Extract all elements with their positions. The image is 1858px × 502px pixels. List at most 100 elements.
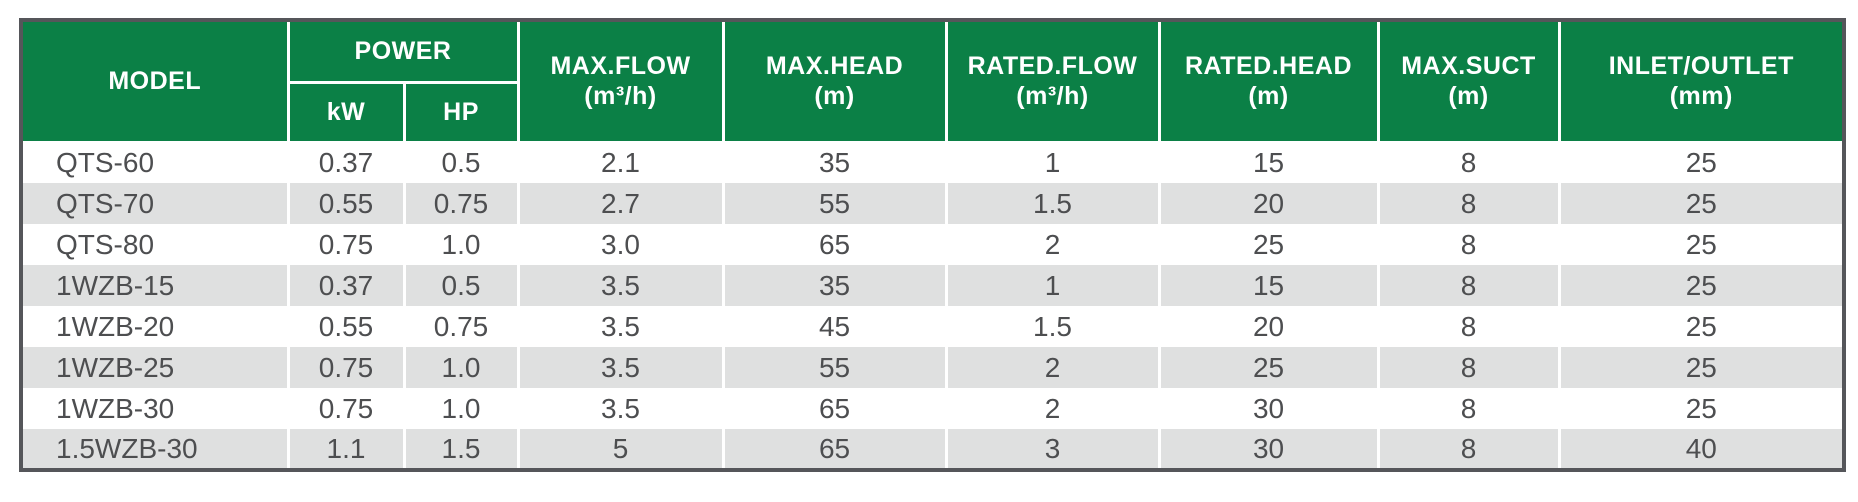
cell-max-suct: 8 <box>1376 347 1560 388</box>
cell-rated-head: 25 <box>1157 347 1379 388</box>
cell-max-suct: 8 <box>1376 388 1560 429</box>
header-max-suct: MAX.SUCT (m) <box>1376 18 1561 144</box>
cell-max-head: 35 <box>721 142 947 183</box>
cell-power-kw: 0.75 <box>286 224 404 265</box>
cell-power-kw: 0.55 <box>286 306 404 347</box>
cell-power-kw: 0.37 <box>286 142 404 183</box>
cell-inlet-outlet: 40 <box>1557 429 1845 470</box>
cell-max-head: 65 <box>721 429 947 470</box>
header-max-flow: MAX.FLOW (m³/h) <box>516 18 725 144</box>
cell-inlet-outlet: 25 <box>1557 224 1845 265</box>
header-rated-flow: RATED.FLOW (m³/h) <box>944 18 1161 144</box>
pump-spec-table-container: MODEL POWER MAX.FLOW (m³/h) MAX.HEAD (m) <box>19 18 1847 472</box>
cell-power-hp: 0.75 <box>402 183 519 224</box>
table-row: 1WZB-30 0.75 1.0 3.5 65 2 30 8 25 <box>21 388 1845 429</box>
cell-power-kw: 0.75 <box>286 347 404 388</box>
header-rated-head-unit: (m) <box>1248 82 1289 111</box>
header-max-head: MAX.HEAD (m) <box>721 18 948 144</box>
cell-max-suct: 8 <box>1376 224 1560 265</box>
cell-max-suct: 8 <box>1376 265 1560 306</box>
header-max-flow-unit: (m³/h) <box>584 82 657 111</box>
cell-model: QTS-70 <box>21 183 288 224</box>
header-kw-label: kW <box>326 97 366 126</box>
cell-model: 1.5WZB-30 <box>21 429 288 470</box>
cell-rated-flow: 1 <box>944 142 1160 183</box>
cell-max-head: 55 <box>721 183 947 224</box>
header-power-label: POWER <box>354 36 452 65</box>
cell-model: 1WZB-25 <box>21 347 288 388</box>
header-max-head-label: MAX.HEAD <box>765 51 904 80</box>
cell-max-flow: 2.1 <box>516 142 724 183</box>
header-inlet-outlet-label: INLET/OUTLET <box>1608 51 1794 80</box>
cell-rated-flow: 2 <box>944 224 1160 265</box>
cell-model: 1WZB-15 <box>21 265 288 306</box>
cell-inlet-outlet: 25 <box>1557 306 1845 347</box>
cell-max-flow: 3.5 <box>516 347 724 388</box>
header-rated-flow-unit: (m³/h) <box>1016 82 1089 111</box>
cell-max-suct: 8 <box>1376 142 1560 183</box>
table-row: QTS-60 0.37 0.5 2.1 35 1 15 8 25 <box>21 142 1845 183</box>
header-power-group: POWER <box>286 18 520 84</box>
header-row-units: kW HP <box>21 80 1844 144</box>
header-hp: HP <box>402 80 520 144</box>
header-model-label: MODEL <box>108 66 202 95</box>
cell-power-hp: 0.75 <box>402 306 519 347</box>
cell-model: 1WZB-30 <box>21 388 288 429</box>
table-row: 1WZB-20 0.55 0.75 3.5 45 1.5 20 8 25 <box>21 306 1845 347</box>
cell-max-flow: 3.5 <box>516 265 724 306</box>
cell-max-suct: 8 <box>1376 429 1560 470</box>
cell-max-head: 65 <box>721 224 947 265</box>
cell-rated-head: 15 <box>1157 142 1379 183</box>
cell-power-hp: 1.0 <box>402 347 519 388</box>
table-row: QTS-80 0.75 1.0 3.0 65 2 25 8 25 <box>21 224 1845 265</box>
cell-rated-head: 20 <box>1157 306 1379 347</box>
cell-power-kw: 1.1 <box>286 429 404 470</box>
cell-rated-head: 30 <box>1157 429 1379 470</box>
header-row-top: MODEL POWER MAX.FLOW (m³/h) MAX.HEAD (m) <box>19 18 1846 144</box>
cell-power-hp: 0.5 <box>402 265 519 306</box>
cell-max-flow: 5 <box>516 429 724 470</box>
cell-max-head: 65 <box>721 388 947 429</box>
cell-power-kw: 0.55 <box>286 183 404 224</box>
cell-rated-flow: 1.5 <box>944 183 1160 224</box>
cell-max-flow: 3.5 <box>516 388 724 429</box>
header-model: MODEL <box>19 18 290 144</box>
header-max-flow-label: MAX.FLOW <box>550 51 691 80</box>
table-row: QTS-70 0.55 0.75 2.7 55 1.5 20 8 25 <box>21 183 1845 224</box>
cell-power-hp: 0.5 <box>402 142 519 183</box>
cell-power-hp: 1.0 <box>402 388 519 429</box>
cell-rated-flow: 3 <box>944 429 1160 470</box>
cell-model: 1WZB-20 <box>21 306 288 347</box>
table-row: 1.5WZB-30 1.1 1.5 5 65 3 30 8 40 <box>21 429 1845 470</box>
cell-max-flow: 3.5 <box>516 306 724 347</box>
cell-power-kw: 0.37 <box>286 265 404 306</box>
cell-rated-head: 25 <box>1157 224 1379 265</box>
cell-rated-flow: 1 <box>944 265 1160 306</box>
cell-rated-head: 20 <box>1157 183 1379 224</box>
header-rated-head-label: RATED.HEAD <box>1184 51 1353 80</box>
cell-max-flow: 3.0 <box>516 224 724 265</box>
cell-max-head: 45 <box>721 306 947 347</box>
table-row: 1WZB-25 0.75 1.0 3.5 55 2 25 8 25 <box>21 347 1845 388</box>
cell-rated-head: 15 <box>1157 265 1379 306</box>
cell-rated-flow: 2 <box>944 347 1160 388</box>
cell-inlet-outlet: 25 <box>1557 142 1845 183</box>
cell-power-kw: 0.75 <box>286 388 404 429</box>
cell-model: QTS-80 <box>21 224 288 265</box>
header-hp-label: HP <box>443 97 479 126</box>
cell-inlet-outlet: 25 <box>1557 388 1845 429</box>
cell-power-hp: 1.0 <box>402 224 519 265</box>
cell-rated-flow: 2 <box>944 388 1160 429</box>
cell-inlet-outlet: 25 <box>1557 347 1845 388</box>
cell-max-head: 35 <box>721 265 947 306</box>
cell-power-hp: 1.5 <box>402 429 519 470</box>
cell-model: QTS-60 <box>21 142 288 183</box>
spec-table-body: QTS-60 0.37 0.5 2.1 35 1 15 8 25 QTS-70 … <box>21 142 1845 470</box>
header-max-head-unit: (m) <box>814 82 855 111</box>
header-kw: kW <box>286 80 406 144</box>
cell-max-suct: 8 <box>1376 183 1560 224</box>
cell-inlet-outlet: 25 <box>1557 183 1845 224</box>
header-rated-head: RATED.HEAD (m) <box>1157 18 1380 144</box>
cell-max-flow: 2.7 <box>516 183 724 224</box>
cell-max-suct: 8 <box>1376 306 1560 347</box>
